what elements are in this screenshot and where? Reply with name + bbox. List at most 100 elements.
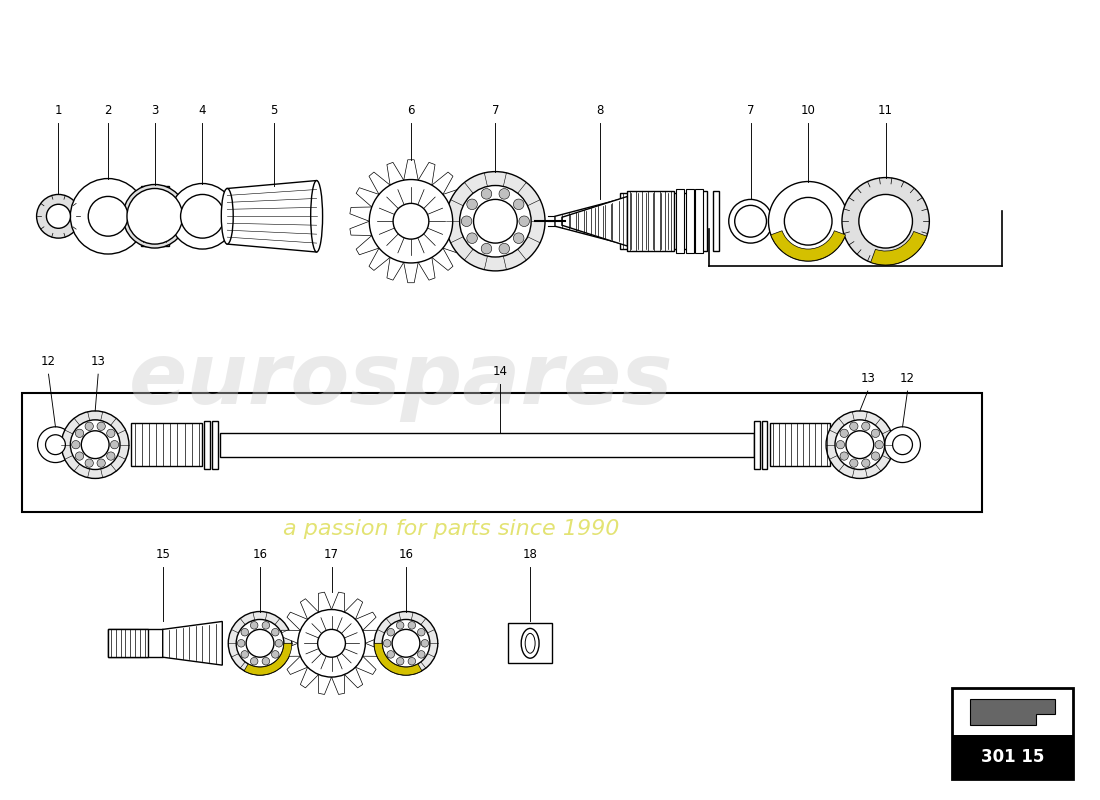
- Circle shape: [784, 198, 832, 245]
- Text: 17: 17: [324, 548, 339, 561]
- Text: 301 15: 301 15: [981, 749, 1045, 766]
- Text: 14: 14: [493, 365, 508, 378]
- Circle shape: [418, 650, 425, 658]
- Text: 11: 11: [878, 104, 893, 117]
- Text: eurospares: eurospares: [129, 338, 673, 422]
- Bar: [953, 735, 1074, 779]
- Bar: [627, 191, 674, 251]
- Circle shape: [884, 427, 921, 462]
- Circle shape: [519, 216, 529, 226]
- Circle shape: [70, 420, 120, 470]
- Circle shape: [85, 422, 94, 430]
- Bar: [141, 186, 168, 246]
- Text: 1: 1: [55, 104, 63, 117]
- Circle shape: [370, 179, 453, 263]
- Polygon shape: [363, 630, 383, 643]
- Bar: [220, 433, 754, 457]
- Circle shape: [229, 611, 292, 675]
- Polygon shape: [300, 598, 319, 619]
- Text: 7: 7: [492, 104, 499, 117]
- Bar: [754, 421, 759, 469]
- Circle shape: [446, 171, 544, 271]
- Circle shape: [466, 199, 477, 210]
- Circle shape: [37, 427, 74, 462]
- Text: 4: 4: [199, 104, 206, 117]
- Wedge shape: [244, 643, 292, 675]
- Bar: [22, 393, 982, 512]
- Text: 16: 16: [398, 548, 414, 561]
- Bar: [131, 423, 202, 466]
- Circle shape: [849, 459, 858, 467]
- Circle shape: [769, 182, 848, 261]
- Bar: [108, 630, 163, 658]
- Polygon shape: [970, 699, 1056, 725]
- Circle shape: [871, 452, 880, 460]
- Polygon shape: [280, 630, 300, 643]
- Circle shape: [318, 630, 345, 658]
- Polygon shape: [450, 222, 472, 235]
- Polygon shape: [319, 674, 331, 694]
- Bar: [619, 194, 688, 249]
- Circle shape: [393, 203, 429, 239]
- Polygon shape: [356, 235, 380, 254]
- Circle shape: [514, 233, 524, 243]
- Polygon shape: [368, 248, 390, 270]
- Circle shape: [262, 622, 270, 629]
- Circle shape: [275, 639, 283, 647]
- Circle shape: [387, 650, 395, 658]
- Polygon shape: [368, 172, 390, 194]
- Text: 2: 2: [104, 104, 112, 117]
- Text: 13: 13: [90, 355, 106, 368]
- Circle shape: [241, 650, 249, 658]
- Circle shape: [473, 199, 517, 243]
- Circle shape: [840, 429, 848, 438]
- Circle shape: [126, 189, 183, 244]
- Circle shape: [392, 630, 420, 658]
- Circle shape: [481, 243, 492, 254]
- Ellipse shape: [525, 634, 535, 654]
- Circle shape: [241, 629, 249, 636]
- Polygon shape: [300, 667, 319, 688]
- Text: 15: 15: [155, 548, 170, 561]
- Wedge shape: [374, 643, 422, 675]
- Polygon shape: [404, 262, 418, 282]
- Circle shape: [460, 186, 531, 257]
- Circle shape: [272, 629, 279, 636]
- Circle shape: [835, 420, 884, 470]
- Bar: [713, 191, 718, 251]
- Circle shape: [836, 441, 845, 449]
- Circle shape: [396, 622, 404, 629]
- Circle shape: [861, 459, 870, 467]
- Bar: [770, 423, 830, 466]
- Circle shape: [70, 178, 146, 254]
- Polygon shape: [418, 258, 434, 280]
- Text: 7: 7: [747, 104, 755, 117]
- Circle shape: [97, 459, 106, 467]
- Text: 16: 16: [253, 548, 267, 561]
- Circle shape: [110, 441, 119, 449]
- Circle shape: [461, 216, 472, 226]
- Polygon shape: [387, 258, 404, 280]
- Bar: [108, 630, 147, 658]
- Wedge shape: [771, 230, 846, 261]
- Circle shape: [36, 194, 80, 238]
- Text: 10: 10: [801, 104, 815, 117]
- Polygon shape: [404, 160, 418, 180]
- Circle shape: [62, 411, 129, 478]
- Bar: [761, 421, 768, 469]
- Circle shape: [418, 629, 425, 636]
- Circle shape: [45, 434, 65, 454]
- Polygon shape: [344, 598, 363, 619]
- Circle shape: [169, 183, 235, 249]
- Wedge shape: [871, 231, 926, 265]
- Ellipse shape: [521, 629, 539, 658]
- Polygon shape: [228, 181, 317, 252]
- Circle shape: [72, 441, 80, 449]
- Circle shape: [859, 194, 913, 248]
- Bar: [508, 623, 552, 663]
- Circle shape: [735, 206, 767, 237]
- Text: 8: 8: [596, 104, 603, 117]
- Polygon shape: [356, 188, 380, 207]
- Polygon shape: [355, 656, 376, 674]
- Bar: [686, 190, 694, 253]
